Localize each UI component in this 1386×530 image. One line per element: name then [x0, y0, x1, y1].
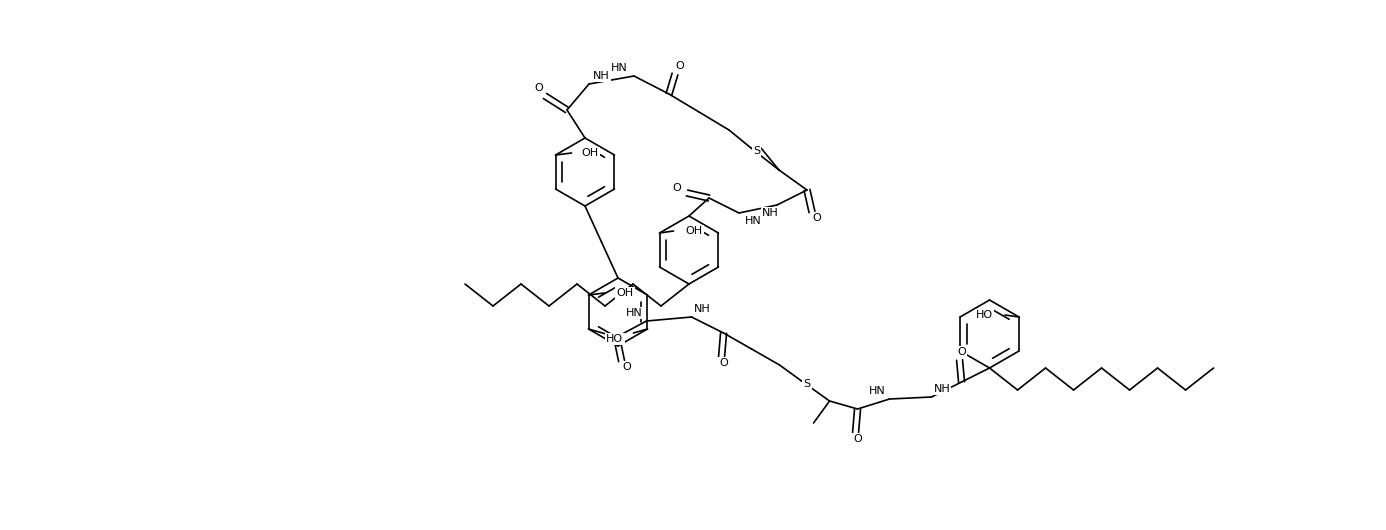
Text: NH: NH	[934, 384, 951, 394]
Text: NH: NH	[762, 208, 779, 218]
Text: O: O	[958, 347, 966, 357]
Text: NH: NH	[693, 304, 710, 314]
Text: S: S	[804, 379, 811, 389]
Text: O: O	[622, 362, 631, 372]
Text: HO: HO	[606, 334, 624, 344]
Text: S: S	[753, 146, 760, 156]
Text: HN: HN	[746, 216, 762, 226]
Text: O: O	[854, 434, 862, 444]
Text: OH: OH	[686, 226, 703, 236]
Text: O: O	[719, 358, 728, 368]
Text: O: O	[535, 83, 543, 93]
Text: HN: HN	[626, 308, 643, 318]
Text: O: O	[672, 183, 681, 193]
Text: OH: OH	[617, 288, 633, 298]
Text: HO: HO	[976, 310, 992, 320]
Text: NH: NH	[593, 71, 610, 81]
Text: HN: HN	[869, 386, 886, 396]
Text: O: O	[812, 213, 822, 223]
Text: O: O	[675, 61, 685, 71]
Text: OH: OH	[582, 148, 599, 158]
Text: HN: HN	[611, 63, 628, 73]
